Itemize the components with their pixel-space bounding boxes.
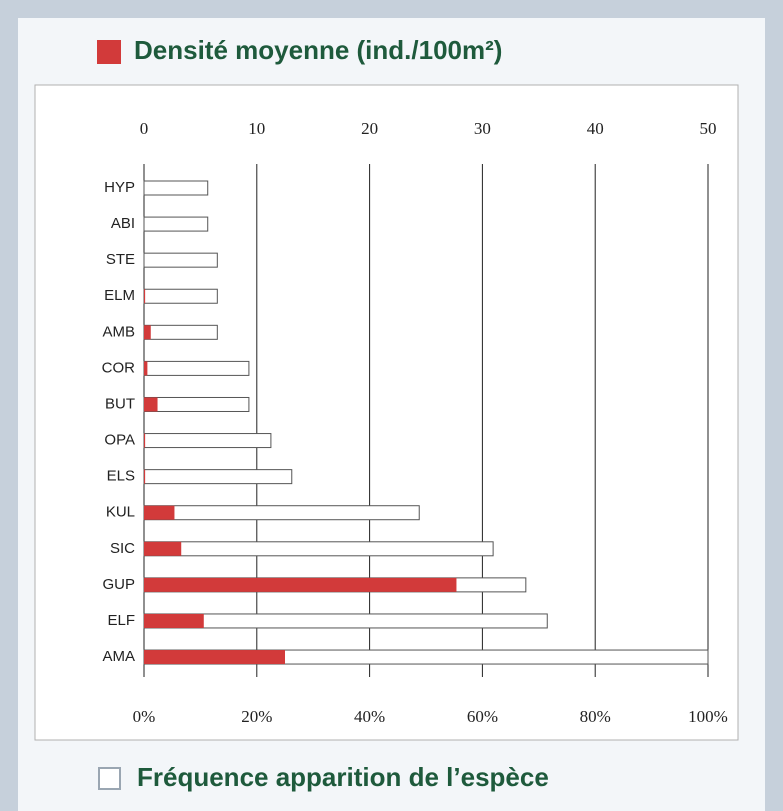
- bar: [144, 397, 158, 412]
- x2-tick-label: 0: [140, 119, 149, 138]
- plot-frame: [34, 84, 739, 741]
- y-tick-label: ELS: [107, 468, 135, 485]
- x-tick-label: 60%: [467, 707, 498, 726]
- bar: [143, 252, 218, 268]
- x-tick-label: 80%: [580, 707, 611, 726]
- y-tick-label: GUP: [102, 576, 135, 593]
- x2-tick-label: 10: [248, 119, 265, 138]
- bar: [144, 469, 146, 484]
- legend-label: Fréquence apparition de l’espèce: [137, 762, 549, 792]
- bar: [143, 505, 420, 521]
- y-tick-label: STE: [106, 251, 135, 268]
- bar: [143, 396, 250, 412]
- x-tick-label: 20%: [241, 707, 272, 726]
- bar: [144, 650, 285, 665]
- y-tick-label: SIC: [110, 540, 135, 557]
- y-tick-label: HYP: [104, 179, 135, 196]
- bar: [143, 360, 250, 376]
- bar: [143, 541, 494, 557]
- bar: [144, 577, 457, 592]
- y-tick-label: ELF: [107, 612, 135, 629]
- bar: [144, 541, 182, 556]
- bar: [143, 216, 209, 232]
- bar: [144, 613, 204, 628]
- y-tick-label: COR: [102, 359, 136, 376]
- y-tick-label: AMA: [102, 648, 135, 665]
- x2-tick-label: 40: [587, 119, 604, 138]
- x2-tick-label: 30: [474, 119, 491, 138]
- bar: [144, 433, 146, 448]
- bar: [144, 505, 175, 520]
- legend-swatch: [98, 767, 121, 790]
- bar: [143, 324, 218, 340]
- bar: [143, 288, 218, 304]
- legend-label: Densité moyenne (ind./100m²): [134, 35, 502, 65]
- y-tick-label: AMB: [102, 323, 135, 340]
- x-tick-label: 40%: [354, 707, 385, 726]
- y-tick-label: BUT: [105, 395, 135, 412]
- bar: [143, 433, 272, 449]
- bar: [144, 361, 148, 376]
- x-tick-label: 100%: [688, 707, 728, 726]
- bar: [143, 613, 548, 629]
- bar: [143, 180, 209, 196]
- legend-swatch: [97, 40, 121, 64]
- y-tick-label: OPA: [104, 432, 135, 449]
- bar: [144, 325, 151, 340]
- bar: [144, 289, 146, 304]
- x-tick-label: 0%: [133, 707, 156, 726]
- y-tick-label: ELM: [104, 287, 135, 304]
- x2-tick-label: 50: [700, 119, 717, 138]
- bar: [143, 469, 293, 485]
- y-tick-label: ABI: [111, 215, 135, 232]
- y-tick-label: KUL: [106, 504, 135, 521]
- x2-tick-label: 20: [361, 119, 378, 138]
